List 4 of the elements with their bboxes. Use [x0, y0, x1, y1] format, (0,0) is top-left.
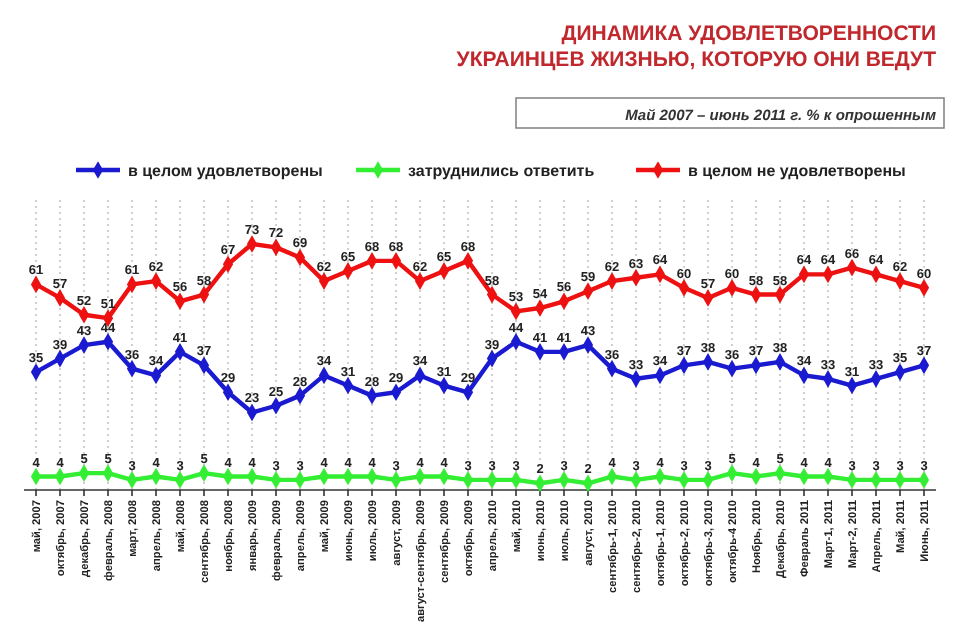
chart-title: ДИНАМИКА УДОВЛЕТВОРЕННОСТИ УКРАИНЦЕВ ЖИЗНЬЮ, КОТОРУЮ ОНИ ВЕДУТ — [456, 22, 938, 72]
legend-label: в целом не удовлетворены — [688, 162, 907, 180]
legend-label: затруднились ответить — [408, 162, 595, 180]
legend-label: в целом удовлетворены — [128, 162, 324, 180]
